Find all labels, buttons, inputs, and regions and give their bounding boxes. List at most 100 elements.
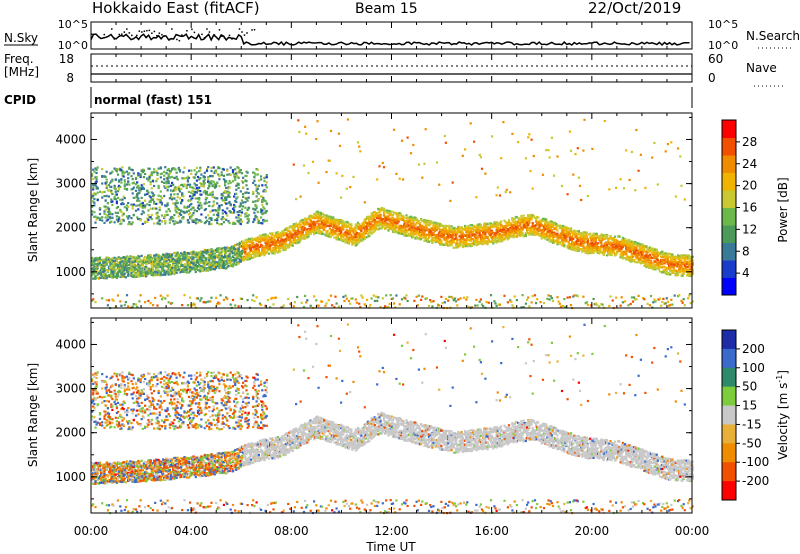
power-echo [224, 259, 227, 262]
power-echo [226, 173, 229, 176]
power-echo [281, 241, 284, 245]
power-echo [247, 254, 250, 257]
power-echo [138, 255, 141, 258]
power-echo [212, 268, 215, 271]
power-echo [281, 239, 284, 242]
power-echo [208, 201, 211, 204]
power-echo [226, 297, 229, 300]
power-echo [130, 223, 133, 226]
power-echo [113, 263, 116, 267]
power-echo [467, 225, 470, 228]
power-echo [164, 204, 167, 207]
power-echo [356, 238, 360, 241]
power-echo [260, 253, 263, 256]
power-echo [373, 219, 376, 222]
power-echo [186, 219, 189, 222]
power-echo [118, 218, 121, 221]
power-echo [326, 232, 329, 235]
power-echo [235, 256, 238, 259]
power-echo [131, 204, 134, 207]
power-echo [109, 274, 112, 277]
power-echo [331, 229, 334, 232]
power-echo [128, 172, 131, 175]
power-echo [395, 218, 398, 221]
power-echo [125, 255, 129, 258]
power-echo [153, 194, 156, 197]
power-echo [453, 229, 457, 232]
power-echo [222, 168, 225, 171]
power-echo [139, 267, 142, 270]
power-echo [194, 173, 197, 176]
power-echo [159, 258, 162, 261]
power-echo [160, 214, 164, 217]
power-echo [203, 256, 206, 259]
power-echo [290, 241, 293, 244]
power-echo [167, 301, 170, 304]
power-echo [184, 254, 187, 257]
power-echo [149, 180, 152, 183]
power-echo [451, 234, 454, 237]
power-echo [450, 295, 453, 299]
power-echo [370, 297, 373, 300]
power-echo [189, 260, 192, 264]
power-echo [187, 255, 191, 258]
power-echo [315, 216, 318, 219]
power-echo [96, 191, 99, 194]
power-echo [148, 194, 151, 198]
power-echo [234, 178, 237, 181]
power-echo [134, 260, 138, 263]
power-echo [147, 177, 150, 181]
power-echo [199, 261, 202, 264]
power-echo [220, 171, 223, 174]
power-echo [212, 255, 215, 259]
power-echo [95, 171, 98, 175]
power-echo [218, 254, 221, 257]
power-echo [260, 216, 263, 219]
power-echo [327, 218, 330, 221]
power-echo [262, 238, 265, 241]
power-echo [394, 224, 397, 227]
power-echo [91, 256, 94, 260]
power-echo [293, 240, 296, 243]
power-echo [377, 228, 380, 231]
power-echo [238, 241, 241, 244]
power-echo [242, 181, 245, 184]
power-echo [293, 236, 296, 239]
power-echo [217, 173, 220, 176]
power-echo [121, 275, 124, 278]
power-echo [351, 243, 354, 246]
power-echo [452, 238, 455, 241]
power-echo [390, 216, 393, 219]
power-echo [476, 236, 479, 239]
power-echo [240, 249, 244, 252]
power-echo [473, 140, 476, 143]
power-echo [150, 258, 153, 261]
power-echo [343, 299, 346, 303]
power-echo [212, 213, 215, 216]
power-echo [178, 169, 182, 172]
power-echo [247, 191, 250, 195]
power-echo [228, 252, 231, 255]
power-echo [387, 229, 390, 232]
power-echo [133, 268, 136, 271]
power-echo [165, 182, 168, 185]
power-echo [213, 261, 216, 264]
power-echo [157, 266, 160, 269]
power-echo [248, 258, 251, 261]
power-echo [160, 298, 164, 301]
power-echo [162, 266, 165, 269]
power-echo [156, 173, 159, 176]
power-echo [193, 176, 196, 179]
power-echo [292, 223, 295, 226]
power-echo [189, 199, 192, 202]
power-echo [301, 228, 304, 231]
power-echo [157, 216, 160, 219]
power-echo [177, 261, 180, 264]
power-echo [121, 170, 124, 173]
power-echo [229, 258, 232, 261]
power-echo [408, 227, 411, 230]
power-echo [120, 178, 123, 181]
power-echo [221, 212, 224, 215]
power-echo [128, 167, 131, 170]
power-echo [409, 152, 413, 155]
